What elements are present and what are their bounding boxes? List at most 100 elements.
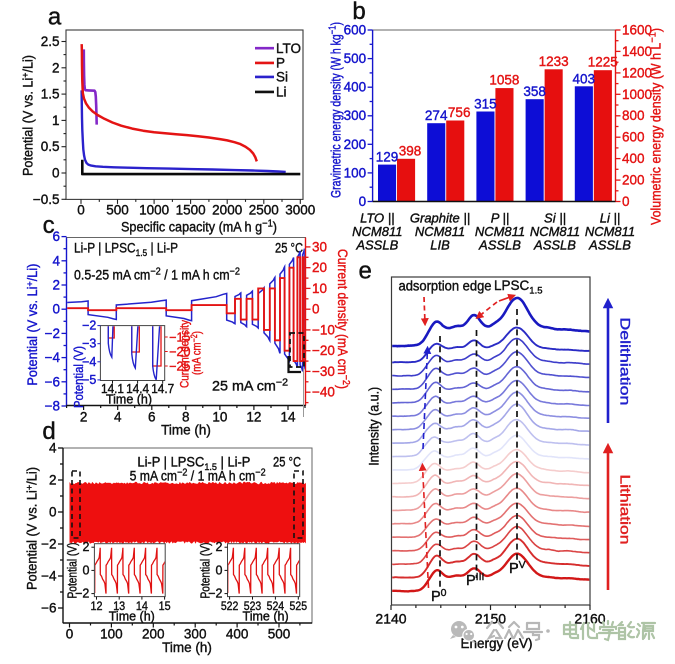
svg-text:LTO ||: LTO || bbox=[360, 211, 394, 226]
svg-text:c: c bbox=[43, 212, 55, 239]
svg-text:LTO: LTO bbox=[276, 41, 301, 56]
svg-text:600: 600 bbox=[344, 23, 367, 38]
svg-text:15: 15 bbox=[159, 599, 171, 613]
svg-text:Li-P | LPSC1.5 | Li-P: Li-P | LPSC1.5 | Li-P bbox=[137, 455, 250, 474]
svg-text:Time (h): Time (h) bbox=[106, 393, 152, 407]
svg-text:Potential (V): Potential (V) bbox=[65, 543, 79, 599]
svg-text:800: 800 bbox=[622, 108, 645, 123]
svg-text:358: 358 bbox=[523, 84, 546, 99]
svg-text:1600: 1600 bbox=[622, 23, 652, 38]
svg-text:Time (h): Time (h) bbox=[243, 610, 289, 624]
svg-text:Li ||: Li || bbox=[600, 211, 620, 226]
svg-text:200: 200 bbox=[622, 173, 645, 188]
svg-text:PV: PV bbox=[509, 559, 526, 577]
svg-text:Volumetric energy density (W h: Volumetric energy density (W h L−1) bbox=[648, 28, 664, 225]
svg-text:(mA cm−2): (mA cm−2) bbox=[189, 331, 204, 375]
svg-text:25 mA cm−2: 25 mA cm −2 bbox=[212, 378, 288, 394]
svg-text:LIB: LIB bbox=[430, 238, 450, 253]
svg-text:0: 0 bbox=[359, 194, 367, 209]
svg-text:0: 0 bbox=[216, 563, 223, 577]
svg-text:NCM811: NCM811 bbox=[585, 224, 635, 239]
svg-text:Energy (eV): Energy (eV) bbox=[460, 636, 532, 651]
svg-text:−40: −40 bbox=[312, 385, 335, 400]
svg-text:Li-P | LPSC1.5 | Li-P: Li-P | LPSC1.5 | Li-P bbox=[74, 241, 178, 260]
svg-text:600: 600 bbox=[622, 130, 645, 145]
svg-text:200: 200 bbox=[344, 137, 367, 152]
svg-text:ASSLB: ASSLB bbox=[533, 238, 576, 253]
svg-text:Current density: Current density bbox=[178, 320, 192, 388]
svg-text:2: 2 bbox=[82, 540, 89, 554]
svg-text:−2: −2 bbox=[41, 537, 56, 552]
svg-text:25 °C: 25 °C bbox=[275, 241, 303, 256]
svg-text:1058: 1058 bbox=[489, 73, 519, 88]
svg-text:500: 500 bbox=[268, 627, 291, 642]
svg-text:300: 300 bbox=[184, 627, 207, 642]
svg-text:Graphite ||: Graphite || bbox=[410, 211, 470, 226]
svg-text:25 °C: 25 °C bbox=[273, 455, 301, 470]
svg-text:−8: −8 bbox=[45, 399, 60, 414]
svg-text:500: 500 bbox=[344, 51, 367, 66]
svg-text:400: 400 bbox=[226, 627, 249, 642]
svg-text:−3: −3 bbox=[82, 337, 96, 351]
svg-text:12: 12 bbox=[91, 599, 103, 613]
svg-text:2000: 2000 bbox=[212, 203, 242, 218]
svg-text:Time (h): Time (h) bbox=[109, 610, 155, 624]
svg-text:523: 523 bbox=[244, 599, 262, 613]
svg-text:−6: −6 bbox=[41, 601, 56, 616]
svg-text:d: d bbox=[42, 418, 55, 445]
svg-text:12: 12 bbox=[246, 410, 261, 425]
svg-text:4: 4 bbox=[52, 253, 60, 268]
svg-text:522: 522 bbox=[221, 599, 239, 613]
svg-text:Delithiation: Delithiation bbox=[618, 317, 634, 405]
svg-text:ASSLB: ASSLB bbox=[588, 238, 631, 253]
svg-text:2.5: 2.5 bbox=[41, 34, 60, 49]
svg-text:Lithiation: Lithiation bbox=[618, 475, 634, 545]
svg-text:756: 756 bbox=[448, 105, 471, 120]
svg-text:14.1: 14.1 bbox=[101, 382, 124, 396]
svg-text:0: 0 bbox=[52, 302, 60, 317]
svg-text:0: 0 bbox=[312, 302, 320, 317]
svg-text:5 mA cm−2 / 1 mA h cm−2: 5 mA cm−2 / 1 mA h cm−2 bbox=[130, 468, 266, 484]
svg-text:adsorption edge: adsorption edge bbox=[399, 279, 492, 294]
svg-text:Potential (V vs. Li+/Li): Potential (V vs. Li+/Li) bbox=[21, 55, 36, 176]
svg-text:0: 0 bbox=[77, 203, 85, 218]
svg-text:Li: Li bbox=[276, 85, 287, 100]
svg-text:2: 2 bbox=[80, 410, 88, 425]
svg-text:Si: Si bbox=[276, 70, 288, 85]
svg-text:Potential (V): Potential (V) bbox=[199, 543, 213, 599]
svg-text:Potential (V): Potential (V) bbox=[72, 346, 86, 408]
svg-text:−2: −2 bbox=[45, 326, 60, 341]
svg-text:PIII: PIII bbox=[466, 571, 484, 589]
svg-text:−2: −2 bbox=[208, 587, 222, 601]
svg-text:Si ||: Si || bbox=[544, 211, 566, 226]
svg-text:4: 4 bbox=[114, 410, 122, 425]
svg-text:129: 129 bbox=[376, 150, 399, 165]
svg-text:14.7: 14.7 bbox=[151, 382, 174, 396]
svg-text:0: 0 bbox=[52, 166, 60, 181]
svg-text:524: 524 bbox=[267, 599, 285, 613]
svg-text:2140: 2140 bbox=[375, 611, 406, 627]
svg-text:500: 500 bbox=[106, 203, 129, 218]
svg-text:14: 14 bbox=[280, 410, 296, 425]
svg-text:1225: 1225 bbox=[588, 55, 618, 70]
svg-text:ASSLB: ASSLB bbox=[478, 238, 521, 253]
svg-text:a: a bbox=[48, 4, 62, 31]
svg-text:Potential (V vs. Li+/Li): Potential (V vs. Li+/Li) bbox=[25, 264, 40, 386]
svg-text:e: e bbox=[359, 258, 372, 285]
svg-text:−4: −4 bbox=[41, 569, 57, 584]
svg-text:10: 10 bbox=[312, 281, 327, 296]
svg-text:−25: −25 bbox=[169, 360, 190, 374]
svg-text:403: 403 bbox=[573, 71, 596, 86]
svg-text:0.5-25 mA cm−2 / 1 mA h cm−2: 0.5-25 mA cm−2 / 1 mA h cm−2 bbox=[74, 267, 240, 283]
svg-text:100: 100 bbox=[344, 165, 367, 180]
svg-text:525: 525 bbox=[290, 599, 308, 613]
svg-text:20: 20 bbox=[312, 260, 327, 275]
svg-text:−10: −10 bbox=[312, 322, 335, 337]
svg-text:Time (h): Time (h) bbox=[162, 640, 212, 655]
svg-text:0.5: 0.5 bbox=[41, 139, 60, 154]
svg-text:1500: 1500 bbox=[176, 203, 206, 218]
svg-text:300: 300 bbox=[344, 108, 367, 123]
svg-text:4: 4 bbox=[49, 441, 57, 456]
svg-text:LPSC1.5: LPSC1.5 bbox=[494, 278, 543, 297]
svg-text:P ||: P || bbox=[491, 211, 510, 226]
